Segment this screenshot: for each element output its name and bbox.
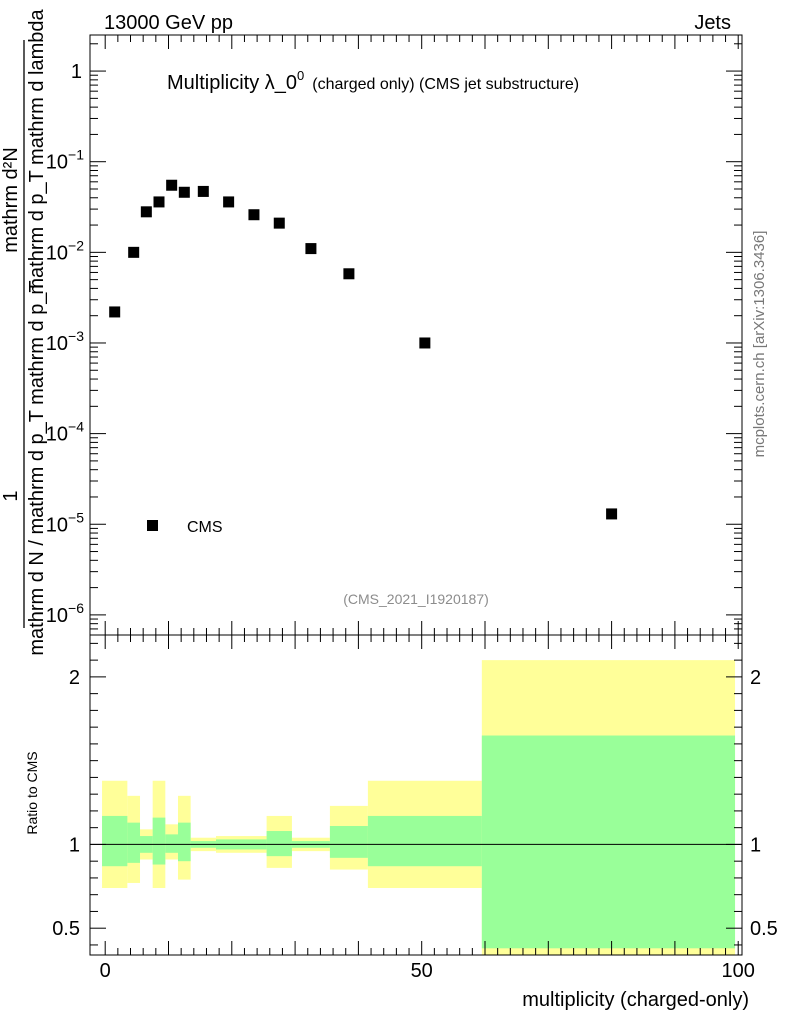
main-y-tick-label: 10−1 (46, 147, 84, 174)
ratio-tick-labels: 0 50 100 0.5 0.5 1 1 2 2 (52, 667, 778, 982)
data-point (248, 209, 260, 221)
ratio-y-tick-label: 1 (69, 834, 80, 856)
main-y-tick-label-exp: −1 (68, 147, 84, 163)
main-y-axis-label: 1 mathrm d N / mathrm d p_T mathrm d p_T… (0, 8, 48, 655)
main-plot-frame (89, 34, 743, 636)
analysis-id: (CMS_2021_I1920187) (343, 591, 489, 607)
ratio-band-bin (367, 815, 482, 867)
ratio-plot-frame (89, 634, 743, 956)
ratio-y-tick-label-right: 0.5 (750, 918, 778, 940)
data-point (273, 217, 285, 229)
data-point (178, 186, 190, 198)
ylabel-inner-denominator: mathrm d p_T mathrm d lambda (26, 8, 48, 294)
main-y-tick-label: 10−6 (46, 600, 84, 627)
main-y-tick-label: 10−4 (46, 419, 84, 446)
ratio-band-bin (152, 817, 166, 865)
ratio-band-bin (165, 834, 178, 853)
main-y-tick-label: 10−5 (46, 509, 84, 536)
ratio-band-bin (102, 815, 128, 867)
main-y-tick-label-base: 10 (46, 242, 68, 264)
legend-marker-cms (147, 520, 158, 531)
main-y-tick-label: 1 (71, 61, 82, 83)
ratio-band-bin (329, 825, 368, 858)
main-y-tick-labels: 110−110−210−310−410−510−6 (46, 61, 84, 627)
legend-label-cms: CMS (187, 519, 223, 536)
ylabel-inner-numerator: mathrm d²N (0, 147, 22, 253)
process-label: Jets (694, 12, 731, 34)
plot-title-main: Multiplicity λ_0 (167, 72, 297, 94)
ratio-band-bin (266, 831, 292, 857)
plot-title: Multiplicity λ_00 (charged only) (CMS jet… (167, 68, 579, 94)
data-point (128, 246, 140, 258)
ratio-band-bin (127, 822, 141, 863)
main-y-tick-label-exp: −3 (68, 328, 84, 344)
main-y-tick-label-base: 10 (46, 514, 68, 536)
main-y-tick-label: 10−2 (46, 237, 84, 264)
data-point (166, 179, 178, 191)
plot-subtitle: (charged only) (CMS jet substructure) (312, 76, 579, 93)
data-point (343, 268, 355, 280)
main-y-tick-label-base: 10 (46, 152, 68, 174)
x-axis-label: multiplicity (charged-only) (522, 989, 749, 1011)
main-y-tick-label-exp: −5 (68, 509, 84, 525)
ratio-y-tick-label: 2 (69, 667, 80, 689)
ratio-y-axis-label: Ratio to CMS (24, 751, 40, 834)
ratio-axis-ticks (90, 635, 742, 955)
main-y-tick-label-exp: −6 (68, 600, 84, 616)
main-y-tick-label-base: 1 (71, 61, 82, 83)
data-point (109, 306, 121, 318)
main-data-series (109, 179, 618, 520)
side-label: mcplots.cern.ch [arXiv:1306.3436] (751, 231, 768, 458)
ratio-band-bin (177, 822, 191, 862)
ratio-uncertainty-bands (102, 660, 736, 955)
ratio-x-tick-label: 0 (100, 960, 111, 982)
main-y-tick-label-base: 10 (46, 424, 68, 446)
ylabel-denominator: mathrm d N / mathrm d p_T mathrm d p_T (26, 280, 48, 655)
data-point (305, 243, 317, 255)
main-y-tick-label: 10−3 (46, 328, 84, 355)
main-y-tick-label-base: 10 (46, 605, 68, 627)
ratio-band-bin (481, 735, 736, 949)
data-point (140, 206, 152, 218)
energy-label: 13000 GeV pp (104, 12, 233, 34)
data-point (419, 337, 431, 349)
data-point (197, 185, 209, 197)
main-y-tick-label-exp: −4 (68, 419, 84, 435)
data-point (606, 508, 618, 520)
plot-title-superscript: 0 (297, 68, 304, 83)
main-axis-ticks (90, 35, 742, 636)
data-point (223, 196, 235, 208)
ratio-y-tick-label-right: 1 (750, 834, 761, 856)
ratio-x-tick-label: 100 (722, 960, 755, 982)
ratio-y-tick-label-right: 2 (750, 667, 761, 689)
ylabel-numerator: 1 (0, 490, 22, 501)
main-y-tick-label-exp: −2 (68, 237, 84, 253)
ratio-y-tick-label: 0.5 (52, 918, 80, 940)
main-y-tick-label-base: 10 (46, 333, 68, 355)
ratio-x-tick-label: 50 (411, 960, 433, 982)
data-point (153, 196, 165, 208)
